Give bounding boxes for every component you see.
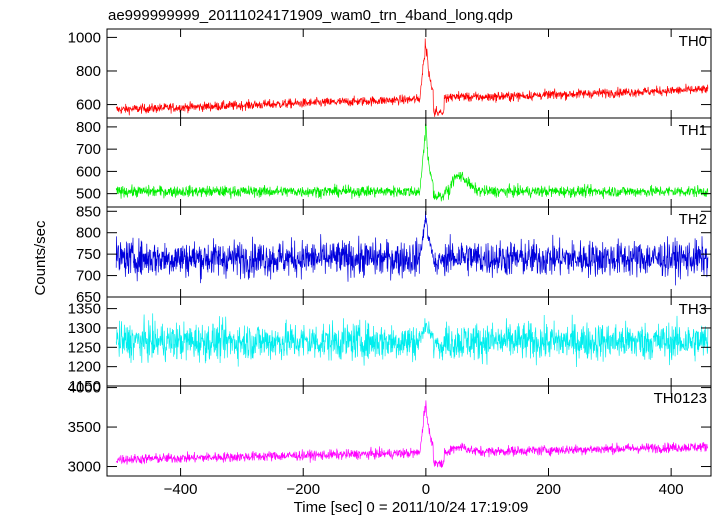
x-tick-label: −200 [286,481,320,498]
y-tick-label: 600 [76,163,101,180]
panel-label-th0: TH0 [679,33,707,50]
y-tick-label: 700 [76,268,101,285]
y-tick-label: 1300 [68,320,101,337]
chart-title: ae999999999_20111024171909_wam0_trn_4ban… [108,7,513,24]
y-axis-label: Counts/sec [32,220,49,296]
panel-th3: 1150 1200 1250 1300 1350 TH3 [68,296,712,395]
y-tick-label: 800 [76,119,101,136]
panel-th0: 600 800 1000 TH0 [68,28,712,119]
y-tick-label: 500 [76,186,101,203]
series-th0123 [115,400,709,468]
panel-frame [106,385,712,477]
y-tick-label: 1250 [68,339,101,356]
y-tick-label: 800 [76,63,101,80]
series-th3 [115,313,709,368]
panel-th0123: 3000 3500 4000 TH0123 [68,380,712,477]
y-tick-label: 4000 [68,380,101,397]
y-tick-label: 750 [76,246,101,263]
y-tick-label: 1150 [69,378,101,395]
panels-group: 600 800 1000 TH0 500 600 700 800 TH1 650 700 750 800… [68,28,712,477]
y-tick-label: 3500 [68,419,101,436]
panel-th1: 500 600 700 800 TH1 [76,117,712,208]
y-tick-label: 800 [76,225,101,242]
panel-label-th3: TH3 [679,301,707,318]
y-tick-label: 1000 [68,29,101,46]
y-tick-label: 700 [76,141,101,158]
x-tick-label: 400 [659,481,684,498]
x-tick-label: 200 [536,481,561,498]
y-tick-label: 3000 [68,459,101,476]
x-axis-label: Time [sec] 0 = 2011/10/24 17:19:09 [294,499,529,516]
panel-label-th1: TH1 [679,122,707,139]
y-tick-label: 850 [76,203,101,220]
y-tick-label: 1350 [68,301,101,318]
y-tick-label: 650 [76,289,101,306]
x-axis: −400 −200 0 200 400 [164,481,684,498]
x-tick-label: −400 [164,481,198,498]
y-tick-label: 1200 [68,359,101,376]
series-th0 [115,38,709,117]
series-th2 [115,211,709,286]
panel-label-th2: TH2 [679,211,707,228]
x-tick-label: 0 [422,481,430,498]
panel-label-th0123: TH0123 [654,390,707,407]
series-th1 [115,123,709,202]
panel-th2: 650 700 750 800 850 TH2 [76,203,712,306]
y-tick-label: 600 [76,97,101,114]
